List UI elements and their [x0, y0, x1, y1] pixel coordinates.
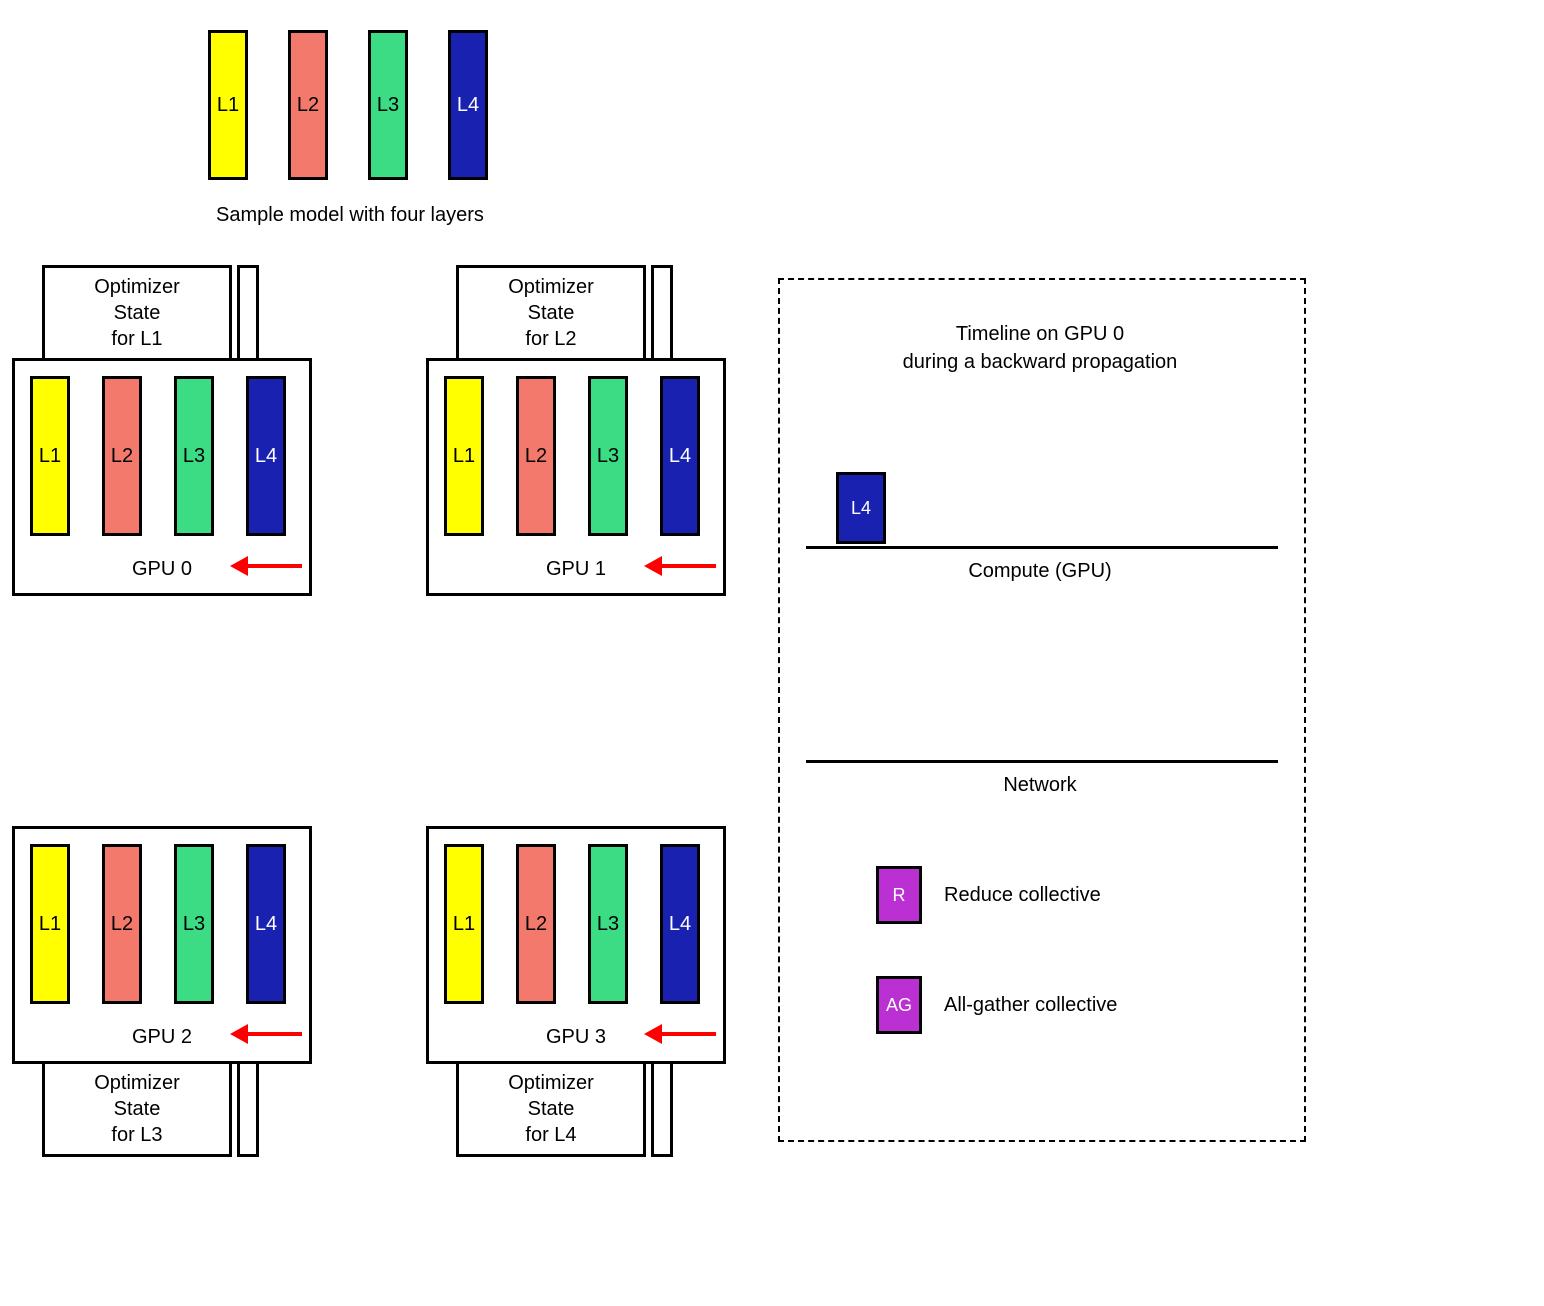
optimizer-divider-2 — [237, 1061, 259, 1157]
network-axis — [806, 760, 1278, 763]
gpu1-layer-L2: L2 — [516, 376, 556, 536]
gpu3-layer-L4: L4 — [660, 844, 700, 1004]
top-layer-L1: L1 — [208, 30, 248, 180]
gpu1-layer-L4: L4 — [660, 376, 700, 536]
compute-axis-label: Compute (GPU) — [900, 560, 1180, 583]
gpu0-layer-L4: L4 — [246, 376, 286, 536]
gpu3-layer-L2: L2 — [516, 844, 556, 1004]
arrow-head-1 — [644, 556, 662, 576]
top-layer-L3: L3 — [368, 30, 408, 180]
optimizer-state-1: OptimizerStatefor L2 — [456, 265, 646, 361]
optimizer-divider-1 — [651, 265, 673, 361]
timeline-title: Timeline on GPU 0during a backward propa… — [830, 320, 1250, 376]
compute-axis — [806, 546, 1278, 549]
arrow-head-2 — [230, 1024, 248, 1044]
gpu1-layer-L1: L1 — [444, 376, 484, 536]
legend-allgather-box: AG — [876, 976, 922, 1034]
gpu3-layer-L1: L1 — [444, 844, 484, 1004]
gpu-label-2: GPU 2 — [12, 1026, 312, 1049]
optimizer-state-3: OptimizerStatefor L4 — [456, 1061, 646, 1157]
arrow-head-0 — [230, 556, 248, 576]
gpu2-layer-L2: L2 — [102, 844, 142, 1004]
gpu0-layer-L2: L2 — [102, 376, 142, 536]
optimizer-state-0: OptimizerStatefor L1 — [42, 265, 232, 361]
gpu2-layer-L3: L3 — [174, 844, 214, 1004]
gpu1-layer-L3: L3 — [588, 376, 628, 536]
top-layer-L4: L4 — [448, 30, 488, 180]
optimizer-state-2: OptimizerStatefor L3 — [42, 1061, 232, 1157]
arrow-head-3 — [644, 1024, 662, 1044]
arrow-line-1 — [658, 564, 716, 568]
legend-reduce-box: R — [876, 866, 922, 924]
optimizer-divider-3 — [651, 1061, 673, 1157]
gpu3-layer-L3: L3 — [588, 844, 628, 1004]
legend-reduce-text: Reduce collective — [944, 884, 1101, 907]
legend-allgather-text: All-gather collective — [944, 994, 1117, 1017]
top-layer-L2: L2 — [288, 30, 328, 180]
arrow-line-3 — [658, 1032, 716, 1036]
gpu2-layer-L1: L1 — [30, 844, 70, 1004]
gpu-label-0: GPU 0 — [12, 558, 312, 581]
gpu-label-1: GPU 1 — [426, 558, 726, 581]
arrow-line-0 — [244, 564, 302, 568]
timeline-compute-block: L4 — [836, 472, 886, 544]
arrow-line-2 — [244, 1032, 302, 1036]
gpu2-layer-L4: L4 — [246, 844, 286, 1004]
gpu-label-3: GPU 3 — [426, 1026, 726, 1049]
network-axis-label: Network — [900, 774, 1180, 797]
gpu0-layer-L3: L3 — [174, 376, 214, 536]
top-caption: Sample model with four layers — [216, 204, 484, 227]
gpu0-layer-L1: L1 — [30, 376, 70, 536]
optimizer-divider-0 — [237, 265, 259, 361]
